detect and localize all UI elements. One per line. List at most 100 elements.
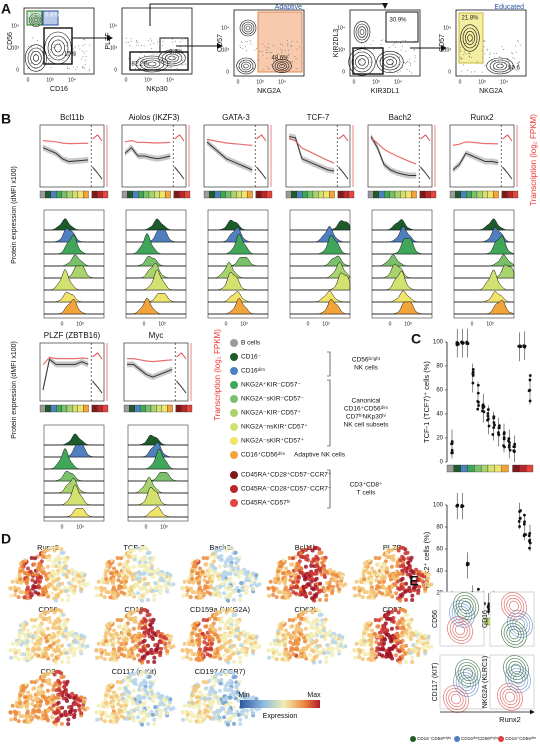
tsne-cell [212, 554, 217, 559]
contour [239, 19, 257, 37]
tsne-cell [244, 634, 249, 639]
event-dot [399, 70, 401, 72]
tsne-cell [98, 585, 103, 590]
tsne-cell [238, 598, 243, 602]
colorbar-cell [482, 190, 488, 199]
tsne-cell [18, 631, 23, 636]
event-dot [496, 52, 498, 54]
tsne-cell [190, 631, 195, 636]
tsne-cell [158, 640, 163, 645]
tsne-cell [61, 696, 66, 701]
tsne-cell [148, 561, 153, 566]
event-dot [281, 50, 283, 52]
tick-label: 80 [436, 525, 443, 531]
tsne-cell [72, 653, 77, 658]
density-contour [515, 618, 525, 630]
tsne-cell [410, 569, 415, 574]
colorbar-cell [430, 190, 437, 199]
tsne-cell [414, 629, 419, 634]
tsne-cell [275, 634, 280, 639]
legend-label: CD45RA⁻CD28⁺CD57⁻CCR7⁻ [241, 486, 332, 493]
tsne-cell [362, 652, 367, 656]
legend-label: CD16⁻ [241, 354, 262, 361]
tsne-cell [181, 593, 186, 598]
event-dot [282, 69, 284, 71]
tcell-line [338, 134, 349, 142]
tsne-cell [132, 646, 137, 651]
event-dot [245, 70, 247, 72]
contour [489, 59, 511, 73]
event-dot [491, 60, 493, 62]
tsne-cell [184, 709, 189, 714]
tsne-cell [365, 560, 369, 564]
tsne-cell [182, 641, 187, 646]
tsne-cell [18, 590, 23, 594]
flow-plot [121, 7, 193, 75]
tsne-cell [294, 629, 299, 634]
transcript-line [370, 137, 417, 165]
tsne-cell [304, 584, 309, 589]
tsne-cell [79, 649, 84, 654]
tsne-cell [322, 620, 327, 625]
tsne-cell [119, 556, 123, 561]
tsne-cell [214, 548, 219, 553]
tsne-cell [56, 638, 61, 643]
tsne-cell [116, 702, 121, 707]
tsne-cell [314, 563, 319, 568]
axis-label: Protein expression (dMFI x100) [11, 341, 18, 439]
colorbar-cell [121, 190, 128, 199]
tsne-cell [289, 634, 294, 639]
histogram [372, 237, 432, 255]
tsne-cell [238, 722, 243, 726]
tsne-cell [95, 593, 100, 598]
tsne-cell [45, 577, 49, 582]
tsne-cell [56, 592, 61, 597]
tsne-cell [324, 655, 329, 660]
tsne-cell [126, 648, 131, 653]
tsne-cell [124, 641, 128, 646]
tsne-cell [310, 634, 315, 639]
tsne-cell [188, 719, 193, 724]
event-dot [74, 51, 76, 53]
tsne-cell [116, 648, 121, 653]
gate-percent: 15% [64, 52, 77, 58]
event-dot [181, 59, 183, 61]
tsne-cell [191, 580, 196, 585]
tsne-cell [52, 610, 57, 615]
tsne-cell [328, 629, 333, 634]
colorbar-cell [148, 190, 155, 199]
tsne-cell [56, 700, 61, 705]
tsne-cell [363, 564, 368, 569]
tsne-cell [150, 620, 155, 625]
plot-frame [121, 7, 193, 75]
event-dot [179, 56, 181, 58]
tsne-cell [203, 696, 208, 701]
contour [135, 55, 169, 73]
tsne-cell [202, 648, 207, 653]
colorbar-cell [343, 190, 349, 199]
tsne-cell [224, 572, 229, 577]
tsne-cell [152, 631, 157, 636]
tsne-cell [76, 573, 81, 578]
tsne-cell [166, 643, 171, 648]
tsne-cell [205, 714, 210, 719]
event-dot [245, 41, 247, 43]
tsne-cell [325, 643, 330, 648]
tsne-cell [191, 704, 196, 709]
contour [274, 60, 290, 72]
tsne-cell [79, 633, 84, 638]
event-dot [137, 41, 139, 43]
bracket-label: CD7ʰⁱNKp30ʰⁱ [346, 413, 386, 421]
tsne-cell [26, 628, 30, 633]
colorbar-cell [214, 190, 221, 199]
event-dot [266, 52, 268, 54]
event-dot [488, 56, 490, 58]
tsne-cell [377, 642, 382, 647]
tsne-cell [384, 616, 389, 621]
contour [34, 18, 38, 22]
tsne-cell [424, 643, 429, 648]
gate-tag: Educated [494, 4, 524, 11]
tsne-cell [152, 722, 157, 726]
tsne-cell [125, 637, 129, 642]
tsne-cell [244, 591, 249, 596]
